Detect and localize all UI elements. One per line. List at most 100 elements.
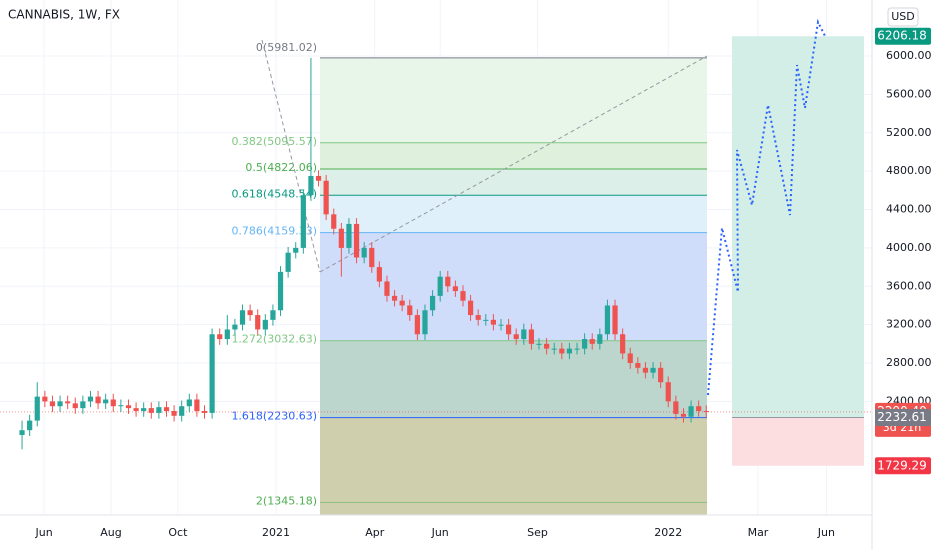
x-tick-label: Jun xyxy=(817,526,835,539)
candle-body xyxy=(353,223,360,258)
candle-body xyxy=(521,329,527,340)
fib-label: 2(1345.18) xyxy=(256,495,317,508)
candle-body xyxy=(194,399,200,412)
price-label: 2232.61 xyxy=(877,410,927,424)
price-label-bg xyxy=(875,27,931,45)
y-tick-label: 2800.00 xyxy=(886,356,932,369)
candle-body xyxy=(118,405,124,407)
candle-body xyxy=(376,267,382,282)
candle-body xyxy=(262,319,268,330)
candle-body xyxy=(665,382,671,402)
candle-body xyxy=(642,367,649,373)
fib-diagonal xyxy=(319,55,708,273)
candle-body xyxy=(224,329,230,340)
candle-body xyxy=(361,247,367,258)
candle-body xyxy=(232,324,238,330)
y-tick-label: 6000.00 xyxy=(886,49,932,62)
candle-body xyxy=(452,286,458,292)
candle-body xyxy=(141,408,147,412)
fib-band xyxy=(320,57,707,143)
loss-zone xyxy=(732,417,864,466)
candle-body xyxy=(201,411,208,413)
candle-body xyxy=(696,406,702,412)
fib-retracement: 0(5981.02) 0.382(5095.57) 0.5(4822.06) 0.61… xyxy=(231,41,707,515)
fib-band xyxy=(320,195,707,233)
candle-body xyxy=(209,334,215,413)
candle-body xyxy=(247,310,253,316)
candle-body xyxy=(703,411,709,413)
candle-body xyxy=(315,175,322,181)
candle-body xyxy=(110,399,116,407)
candle-body xyxy=(255,315,261,330)
currency-label: USD xyxy=(891,10,915,23)
candle-body xyxy=(680,413,687,417)
candle-body xyxy=(156,407,162,413)
x-tick-label: 2021 xyxy=(262,526,290,539)
candle-body xyxy=(612,305,618,335)
price-label: 1729.29 xyxy=(877,458,927,472)
candle-body xyxy=(399,300,405,306)
x-tick-label: Jun xyxy=(431,526,449,539)
candle-body xyxy=(57,401,63,407)
candle-body xyxy=(544,343,550,349)
fib-label: 0.382(5095.57) xyxy=(231,135,317,148)
x-tick-label: Aug xyxy=(100,526,121,539)
candle-body xyxy=(331,214,337,229)
candle-body xyxy=(308,175,314,196)
candle-body xyxy=(65,401,71,404)
candle-body xyxy=(323,180,329,215)
candle-body xyxy=(475,315,481,320)
y-tick-label: 3600.00 xyxy=(886,279,932,292)
candle-body xyxy=(239,310,246,325)
y-tick-label: 5600.00 xyxy=(886,87,932,100)
candle-body xyxy=(445,276,451,287)
candle-body xyxy=(673,401,679,414)
x-tick-label: 2022 xyxy=(654,526,682,539)
candle-body xyxy=(80,401,86,409)
candle-body xyxy=(658,367,664,383)
candle-body xyxy=(384,281,390,296)
y-tick-label: 4800.00 xyxy=(886,164,932,177)
position-tool xyxy=(0,36,872,466)
candle-body xyxy=(148,408,154,413)
candle-body xyxy=(346,223,352,248)
price-label-bg xyxy=(875,408,931,426)
candle-body xyxy=(437,276,443,296)
currency-button[interactable] xyxy=(887,7,919,27)
candle-body xyxy=(490,319,496,325)
candle-body xyxy=(627,353,633,364)
fib-label: 1.272(3032.63) xyxy=(231,333,317,346)
candle-body xyxy=(620,334,626,354)
candle-body xyxy=(293,247,299,253)
fib-band xyxy=(320,169,707,196)
x-tick-label: Apr xyxy=(365,526,385,539)
candle-body xyxy=(566,348,573,354)
x-tick-label: Mar xyxy=(748,526,769,539)
candle-body xyxy=(513,334,519,340)
chart-title: CANNABIS, 1W, FX xyxy=(8,8,120,22)
candle-body xyxy=(574,348,580,350)
candle-body xyxy=(422,310,428,335)
candle-body xyxy=(551,348,557,350)
fib-band xyxy=(320,417,707,503)
y-tick-label: 4400.00 xyxy=(886,203,932,216)
candle-body xyxy=(589,339,595,344)
candle-body xyxy=(186,399,192,407)
fib-label: 0.618(4548.54) xyxy=(231,187,317,200)
fib-band xyxy=(320,232,707,341)
candle-body xyxy=(467,300,474,316)
candle-body xyxy=(171,411,177,416)
x-tick-label: Sep xyxy=(527,526,548,539)
candle-body xyxy=(338,228,344,248)
candle-body xyxy=(270,310,276,320)
candle-body xyxy=(391,295,398,301)
candle-body xyxy=(95,396,101,404)
candle-body xyxy=(407,305,413,316)
y-tick-label: 3200.00 xyxy=(886,318,932,331)
candle-body xyxy=(483,319,489,321)
candle-body xyxy=(72,403,78,409)
price-label-bg xyxy=(875,457,931,475)
candle-body xyxy=(559,348,565,354)
candle-body xyxy=(582,339,588,349)
